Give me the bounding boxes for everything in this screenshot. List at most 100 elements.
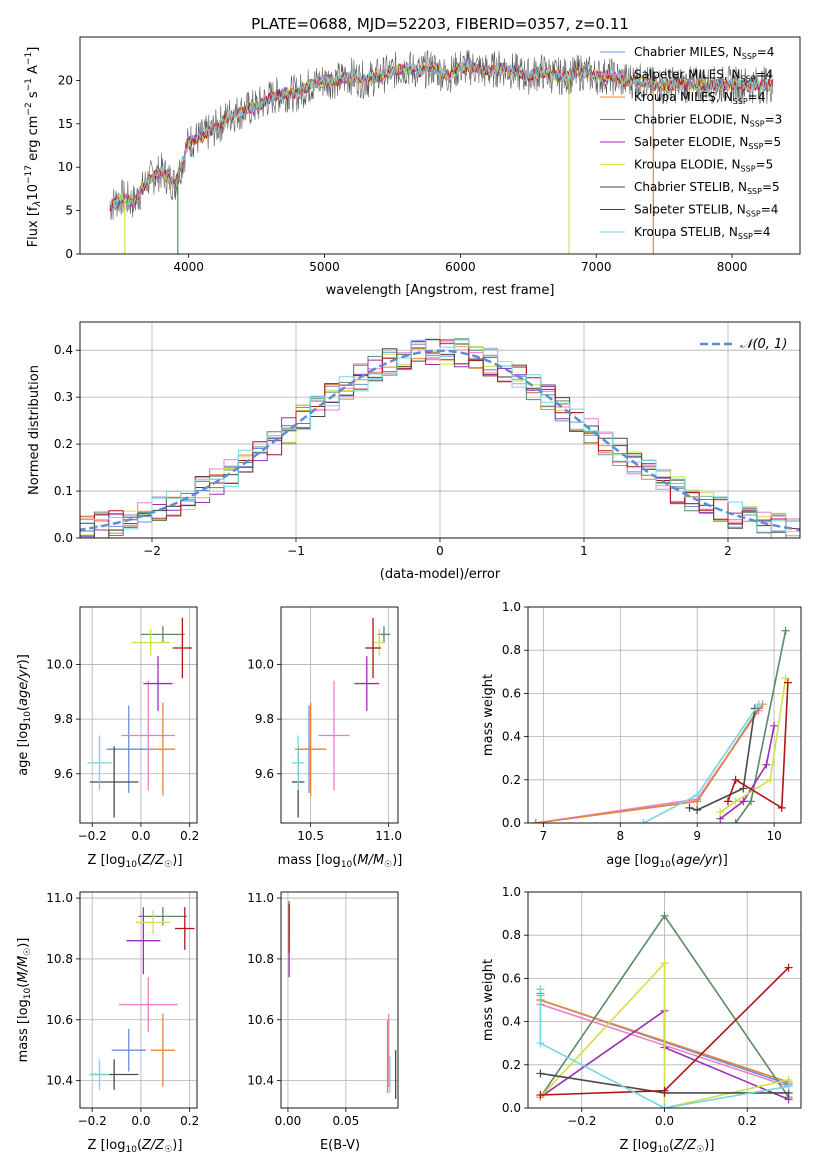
x-tick-label: 0.2 — [738, 1114, 757, 1128]
weight-marker-7 — [723, 797, 732, 806]
x-tick-label: 10.5 — [297, 829, 324, 843]
legend-label: Kroupa ELODIE, NSSP=5 — [634, 158, 773, 174]
age-vs-z-xlabel: Z [log10(Z/Z☉)] — [88, 853, 183, 870]
axes-frame — [527, 606, 802, 824]
weight-marker-8 — [536, 985, 545, 994]
y-tick-label: 10.0 — [46, 657, 73, 671]
weight-marker-8 — [660, 1104, 669, 1108]
mass-vs-z-ylabel: mass [log10(M/M☉)] — [16, 938, 33, 1063]
weight-marker-7 — [536, 1091, 545, 1100]
weight-vs-age-ylabel: mass weight — [481, 674, 496, 756]
y-tick-label: 0.1 — [54, 484, 73, 498]
x-tick-label: 0.2 — [180, 1114, 199, 1128]
y-tick-label: 0.6 — [502, 686, 521, 700]
y-tick-label: 0.0 — [502, 816, 521, 830]
x-tick-label: 7 — [540, 829, 548, 843]
x-tick-label: 5000 — [309, 260, 340, 274]
axes-frame — [79, 321, 801, 539]
mass-vs-ebv-xlabel: E(B-V) — [320, 1138, 360, 1153]
plot-area — [288, 901, 397, 1099]
y-tick-label: 0.2 — [54, 437, 73, 451]
weight-vs-z-panel: mass weight Z [log10(Z/Z☉)] −0.2 0.0 0.2 0.… — [481, 885, 802, 1155]
y-tick-label: 1.0 — [502, 885, 521, 899]
spectrum-xlabel: wavelength [Angstrom, rest frame] — [326, 283, 555, 298]
weight-marker-3 — [660, 911, 669, 920]
plot-area — [109, 49, 774, 254]
weight-marker-5 — [781, 674, 790, 683]
legend-label: Salpeter STELIB, NSSP=4 — [634, 203, 778, 219]
axes-frame — [280, 891, 399, 1109]
mass-vs-ebv-panel: E(B-V) 0.00 0.05 10.4 10.6 10.8 11.0 — [247, 891, 399, 1153]
weight-marker-8 — [754, 700, 763, 709]
spectrum-line-7 — [109, 62, 774, 211]
x-tick-label: 7000 — [581, 260, 612, 274]
plot-area — [87, 617, 193, 818]
plot-area — [536, 911, 793, 1108]
x-tick-label: 8 — [616, 829, 624, 843]
y-tick-label: 9.6 — [255, 767, 274, 781]
x-tick-label: 6000 — [445, 260, 476, 274]
x-tick-label: −1 — [287, 544, 305, 558]
y-tick-label: 0.8 — [502, 928, 521, 942]
residuals-xlabel: (data-model)/error — [380, 567, 501, 582]
weight-marker-7 — [731, 775, 740, 784]
weight-marker-6 — [739, 784, 748, 793]
y-tick-label: 10.6 — [247, 1013, 274, 1027]
x-tick-label: 1 — [580, 544, 588, 558]
weight-marker-7 — [777, 803, 786, 812]
weight-marker-5 — [766, 775, 775, 784]
age-vs-z-panel: age [log10(age/yr)] Z [log10(Z/Z☉)] −0.2… — [16, 606, 199, 870]
y-tick-label: 0.0 — [502, 1101, 521, 1115]
y-tick-label: 0.6 — [502, 971, 521, 985]
y-tick-label: 20 — [58, 73, 73, 87]
legend-label: 𝒩(0, 1) — [740, 337, 787, 352]
weight-vs-z-ylabel: mass weight — [481, 959, 496, 1041]
y-tick-label: 5 — [65, 204, 73, 218]
plot-area — [80, 338, 800, 538]
weight-line-8 — [539, 989, 789, 1108]
spectrum-panel: PLATE=0688, MJD=52203, FIBERID=0357, z=0… — [24, 15, 801, 298]
weight-marker-3 — [731, 819, 740, 823]
axes-frame — [79, 891, 198, 1109]
legend-label: Kroupa MILES, NSSP=4 — [634, 90, 765, 106]
x-tick-label: −0.2 — [78, 1114, 107, 1128]
mass-vs-z-panel: mass [log10(M/M☉)] Z [log10(Z/Z☉)] −0.2 0… — [16, 891, 199, 1155]
weight-marker-3 — [781, 626, 790, 635]
residuals-ylabel: Normed distribution — [27, 365, 42, 495]
weight-vs-age-xlabel: age [log10(age/yr)] — [606, 853, 728, 870]
weight-vs-z-xlabel: Z [log10(Z/Z☉)] — [620, 1138, 715, 1155]
y-tick-label: 10.8 — [247, 952, 274, 966]
y-tick-label: 0.4 — [54, 343, 73, 357]
age-vs-mass-panel: mass [log10(M/M☉)] 10.5 11.0 9.6 9.8 10.0 — [247, 606, 402, 870]
y-tick-label: 11.0 — [46, 891, 73, 905]
weight-marker-7 — [660, 1086, 669, 1095]
weight-marker-8 — [536, 1039, 545, 1048]
legend-label: Chabrier ELODIE, NSSP=3 — [634, 113, 782, 129]
legend-label: Chabrier MILES, NSSP=4 — [634, 45, 774, 61]
residuals-panel: (data-model)/error Normed distribution −… — [27, 321, 801, 582]
weight-marker-4 — [739, 797, 748, 806]
x-tick-label: 0.0 — [131, 1114, 150, 1128]
weight-marker-6 — [693, 806, 702, 815]
weight-marker-7 — [784, 963, 793, 972]
x-tick-label: −2 — [143, 544, 161, 558]
axes-frame — [79, 606, 198, 824]
x-tick-label: −0.2 — [567, 1114, 596, 1128]
plot-area — [531, 626, 792, 823]
x-tick-label: 11.0 — [375, 829, 402, 843]
weight-marker-5 — [731, 797, 740, 806]
weight-marker-7 — [783, 678, 792, 687]
legend-label: Salpeter MILES, NSSP=4 — [634, 68, 773, 84]
age-vs-z-ylabel: age [log10(age/yr)] — [16, 654, 33, 776]
y-tick-label: 9.6 — [54, 767, 73, 781]
x-tick-label: 0.2 — [180, 829, 199, 843]
y-tick-label: 10.6 — [46, 1013, 73, 1027]
x-tick-label: 0 — [436, 544, 444, 558]
y-tick-label: 10.4 — [247, 1074, 274, 1088]
gaussian-curve — [80, 349, 800, 532]
y-tick-label: 10.8 — [46, 952, 73, 966]
y-tick-label: 10.0 — [247, 657, 274, 671]
y-tick-label: 0.2 — [502, 1058, 521, 1072]
spectrum-title: PLATE=0688, MJD=52203, FIBERID=0357, z=0… — [251, 15, 629, 33]
